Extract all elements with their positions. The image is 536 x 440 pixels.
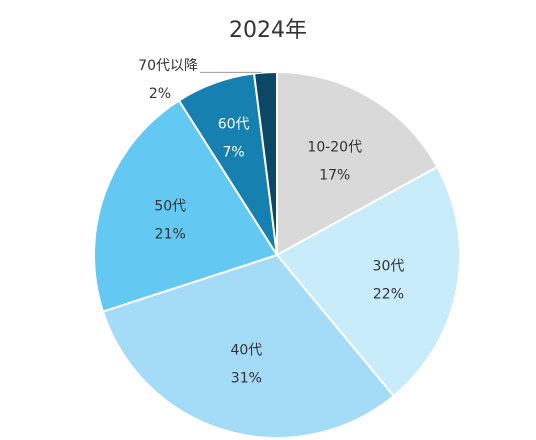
slice-label-4-category: 50代 bbox=[154, 199, 186, 215]
slice-label-1-category: 10-20代 bbox=[307, 139, 362, 155]
slice-label-1-value: 17% bbox=[319, 167, 350, 183]
pie-slice-1 bbox=[276, 70, 439, 257]
pie-slice-4 bbox=[93, 99, 279, 313]
chart-title: 2024年 bbox=[229, 18, 307, 43]
pie-slice-6 bbox=[252, 70, 278, 256]
slice-label-2-value: 22% bbox=[373, 286, 404, 302]
slice-label-6-category: 70代以降 bbox=[138, 58, 198, 74]
pie-slice-3 bbox=[101, 253, 396, 439]
slice-label-3-value: 31% bbox=[231, 370, 262, 386]
slice-label-2-category: 30代 bbox=[373, 258, 405, 274]
slice-label-5-value: 7% bbox=[222, 144, 244, 160]
slice-label-6-value: 2% bbox=[149, 86, 171, 102]
slice-label-5-category: 60代 bbox=[218, 116, 250, 132]
slice-label-4-value: 21% bbox=[155, 227, 186, 243]
pie-slice-2 bbox=[275, 165, 461, 398]
slice-label-3-category: 40代 bbox=[230, 342, 262, 358]
